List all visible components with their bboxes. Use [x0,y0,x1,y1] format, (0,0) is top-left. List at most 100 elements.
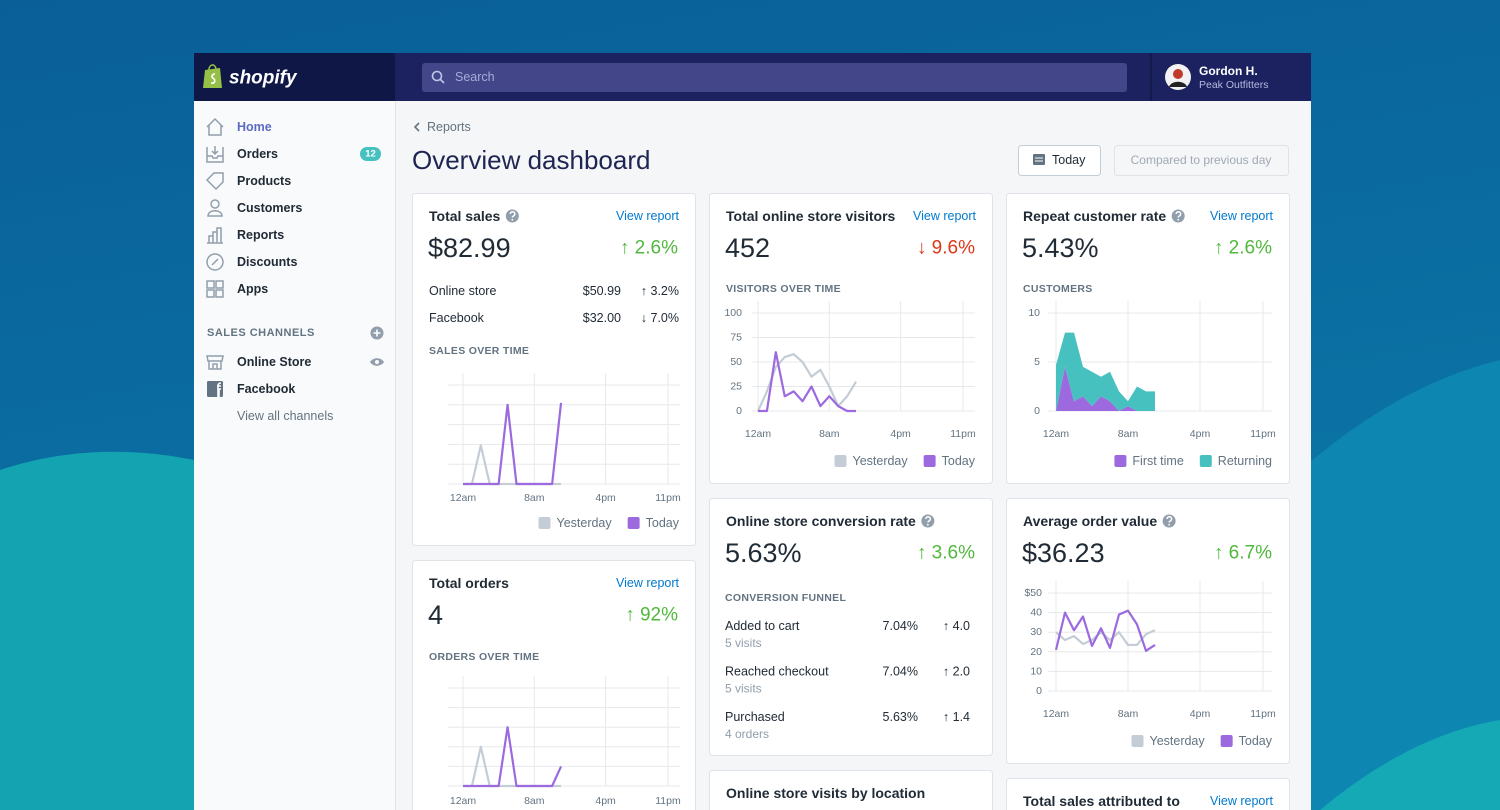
section-heading: SALES CHANNELS [207,327,315,339]
metric-change: ↑ 6.7% [1214,543,1272,564]
card-title: Repeat customer rate [1023,208,1166,224]
x-tick-label: 8am [524,795,545,807]
help-glyph [511,218,514,221]
x-tick-label: 8am [1118,428,1139,440]
funnel-change: ↑ 4.0 [943,619,970,633]
legend-label: Yesterday [1150,734,1206,748]
x-tick-label: 4pm [1190,428,1211,440]
channel-item[interactable]: Online Store [237,355,311,369]
funnel-count: 5 visits [725,682,762,696]
search-icon [439,78,445,84]
nav-icon [206,117,224,136]
user-name[interactable]: Gordon H. [1199,64,1258,78]
avatar-face [1173,69,1183,79]
x-tick-label: 12am [1043,708,1070,720]
x-tick-label: 12am [745,428,772,440]
search-placeholder[interactable]: Search [455,70,495,84]
legend-label: First time [1132,454,1183,468]
y-tick-label: 0 [1036,685,1042,697]
breadcrumb[interactable]: Reports [427,120,471,134]
facebook-f [217,382,222,397]
legend-swatch [834,455,847,467]
view-report-link[interactable]: View report [616,576,680,590]
view-report-link[interactable]: View report [913,209,977,223]
view-report-link[interactable]: View report [1210,209,1274,223]
date-button-label[interactable]: Today [1052,153,1086,167]
legend-label: Today [1239,734,1273,748]
help-glyph [509,211,516,218]
nav-item[interactable]: Apps [237,282,268,296]
nav-item[interactable]: Home [237,120,272,134]
nav-item[interactable]: Orders [237,147,278,161]
funnel-rate: 7.04% [883,665,918,679]
x-tick-label: 11pm [950,428,976,440]
legend-swatch [627,517,640,529]
date-button[interactable] [1018,145,1101,176]
channel-sales: $50.99 [583,284,621,298]
calendar-icon [1033,154,1045,165]
legend-swatch [1220,735,1233,747]
x-tick-label: 12am [1043,428,1070,440]
series-line [463,402,563,486]
card-title: Total sales attributed to [1023,793,1180,809]
logo-s [210,73,216,84]
series-line [463,726,563,788]
x-tick-label: 8am [1118,708,1139,720]
background-wave [1300,360,1500,810]
legend-swatch [1114,455,1127,467]
view-report-link[interactable]: View report [1210,794,1274,808]
nav-item[interactable]: Customers [237,201,302,215]
metric-change: ↑ 92% [625,605,678,626]
help-glyph [1175,211,1182,218]
nav-item[interactable]: Products [237,174,291,188]
view-report-link[interactable]: View report [616,209,680,223]
search-box[interactable] [422,63,1127,92]
legend-label: Returning [1218,454,1272,468]
card [412,560,696,810]
nav-item[interactable]: Reports [237,228,284,242]
legend-label: Today [646,516,680,530]
series-area [1056,366,1155,411]
metric-change: ↓ 9.6% [917,238,975,259]
nav-icon [206,289,215,298]
avatar-body [1169,81,1187,87]
metric-change: ↑ 3.6% [917,543,975,564]
badge-count: 12 [365,149,376,160]
channel-item[interactable]: Facebook [237,382,295,396]
chevron [413,122,420,132]
x-tick-label: 11pm [655,795,681,807]
nav-item[interactable]: Discounts [237,255,297,269]
card-title: Online store visits by location [726,785,925,801]
help-glyph [1166,516,1173,523]
nav-icon [207,210,223,217]
nav-icon [205,172,224,191]
channel-sales: $32.00 [583,311,621,325]
card [1006,778,1290,810]
chart-heading: ORDERS OVER TIME [429,651,539,663]
badge [360,147,381,161]
channel-change: ↓ 7.0% [641,311,679,325]
compare-button [1114,145,1289,176]
legend-swatch [538,517,551,529]
channel-change: ↑ 3.2% [641,284,679,298]
store-name: Peak Outfitters [1199,79,1268,91]
card-title: Total online store visitors [726,208,896,224]
page-title: Overview dashboard [412,145,650,175]
channel-link[interactable]: View all channels [237,409,333,423]
y-tick-label: 0 [1034,405,1040,417]
y-tick-label: 20 [1030,646,1042,658]
metric-value: 452 [725,233,770,263]
nav-icon [211,258,219,266]
x-tick-label: 8am [819,428,840,440]
chart-heading: VISITORS OVER TIME [726,283,841,295]
x-tick-label: 11pm [1250,428,1276,440]
metric-change: ↑ 2.6% [620,238,678,259]
metric-value: 5.63% [725,538,802,568]
funnel-rate: 7.04% [883,619,918,633]
nav-icon [206,280,215,289]
y-tick-label: 30 [1030,626,1042,638]
help-glyph [1177,218,1180,221]
y-tick-label: 0 [736,405,742,417]
